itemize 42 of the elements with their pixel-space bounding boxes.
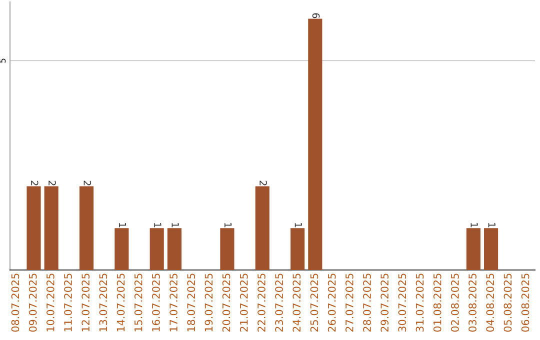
data-label: 2 [260,180,267,186]
x-tick-label: 29.07.2025 [380,274,389,332]
x-tick-label: 18.07.2025 [187,274,196,332]
data-label: 1 [488,223,496,228]
x-tick-label: 02.08.2025 [450,274,459,332]
x-tick-label: 27.07.2025 [345,274,354,332]
x-tick-label: 23.07.2025 [275,274,283,332]
x-tick-label: 10.07.2025 [46,274,54,332]
x-tick-label: 13.07.2025 [99,274,108,332]
x-tick-label: 05.08.2025 [504,274,512,332]
x-tick-label: 30.07.2025 [398,274,406,332]
data-label: 1 [224,223,232,228]
x-tick-label: 11.07.2025 [64,274,72,332]
x-tick-label: 06.08.2025 [521,274,530,332]
x-tick-label: 19.07.2025 [204,274,213,332]
data-label: 2 [84,180,92,186]
x-tick-label: 21.07.2025 [240,274,248,332]
data-label: 6 [312,13,320,18]
x-tick-label: 14.07.2025 [116,274,125,332]
data-label: 2 [31,180,38,186]
x-tick-label: 26.07.2025 [328,274,336,332]
x-tick-label: 22.07.2025 [258,274,266,332]
data-label: 1 [470,223,478,228]
x-tick-label: 12.07.2025 [82,274,90,332]
x-tick-label: 04.08.2025 [486,274,494,332]
x-tick-label: 15.07.2025 [134,274,142,332]
x-tick-label: 24.07.2025 [292,274,301,332]
data-label: 1 [119,223,126,228]
data-label: 1 [294,223,302,228]
data-label: 1 [154,223,162,228]
data-label: 2 [48,180,56,186]
x-tick-label: 01.08.2025 [433,274,442,332]
x-tick-label: 17.07.2025 [170,274,178,332]
data-label: 1 [172,223,179,228]
x-tick-label: 08.07.2025 [11,274,20,332]
x-tick-label: 20.07.2025 [222,274,230,332]
x-tick-label: 31.07.2025 [416,274,424,332]
x-tick-label: 09.07.2025 [28,274,37,332]
x-tick-label: 25.07.2025 [310,274,318,332]
x-tick-label: 16.07.2025 [152,274,160,332]
x-tick-label: 28.07.2025 [363,274,371,332]
x-tick-label: 03.08.2025 [468,274,476,332]
